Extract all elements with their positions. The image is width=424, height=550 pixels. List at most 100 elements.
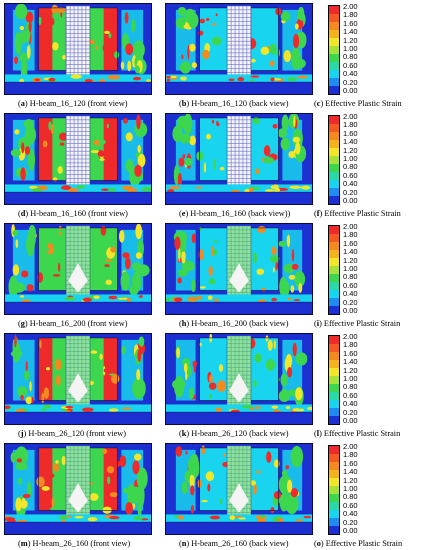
caption-tag: (i) xyxy=(314,319,324,328)
caption-text: Effective Plastic Strain xyxy=(324,209,401,218)
simulation-image-k xyxy=(165,333,313,425)
simulation-image-b xyxy=(165,3,313,95)
legend-tick-label: 0.00 xyxy=(343,416,358,425)
simulation-image-j xyxy=(4,333,152,425)
caption-text: Effective Plastic Strain xyxy=(325,539,403,548)
legend-tick-label: 1.80 xyxy=(343,120,358,130)
strain-legend-i: 2.00 1.80 1.60 1.40 1.20 1.00 0.80 0.60 0.40 0.20… xyxy=(328,222,368,317)
caption-text: Effective Plastic Strain xyxy=(323,319,401,328)
caption-tag: (d) xyxy=(18,209,31,218)
legend-tick-label: 0.00 xyxy=(343,196,358,205)
simulation-image-m xyxy=(4,443,152,535)
strain-legend-f: 2.00 1.80 1.60 1.40 1.20 1.00 0.80 0.60 0.40 0.20… xyxy=(328,112,368,207)
caption-tag: (a) xyxy=(18,99,30,108)
legend-tick-label: 1.00 xyxy=(343,374,358,383)
caption-tag: (g) xyxy=(18,319,30,328)
legend-tick-label: 1.00 xyxy=(343,264,358,273)
strain-legend-l: 2.00 1.80 1.60 1.40 1.20 1.00 0.80 0.60 0.40 0.20… xyxy=(328,332,368,427)
caption-text: H-beam_16_120 (back view) xyxy=(191,99,289,108)
legend-tick-label: 1.80 xyxy=(343,230,358,240)
caption-e: (e) H-beam_16_160 (back view)) xyxy=(179,209,290,219)
legend-tick-label: 0.00 xyxy=(343,526,358,535)
legend-tick-label: 0.00 xyxy=(343,306,358,315)
caption-l: (l) Effective Plastic Strain xyxy=(314,429,400,439)
legend-tick-label: 0.80 xyxy=(343,272,358,282)
legend-tick-label: 0.40 xyxy=(343,509,358,519)
color-scale-bar xyxy=(328,445,340,535)
legend-tick-label: 0.20 xyxy=(343,187,358,197)
legend-tick-label: 1.40 xyxy=(343,137,358,147)
caption-tag: (b) xyxy=(179,99,192,108)
legend-tick-label: 0.40 xyxy=(343,69,358,79)
legend-tick-label: 1.20 xyxy=(343,365,358,375)
caption-text: H-beam_26_160 (front view) xyxy=(32,539,131,548)
legend-tick-label: 0.60 xyxy=(343,60,358,70)
simulation-image-g xyxy=(4,223,152,315)
caption-o: (o) Effective Plastic Strain xyxy=(314,539,402,549)
legend-tick-label: 1.40 xyxy=(343,467,358,477)
legend-tick-label: 0.60 xyxy=(343,280,358,290)
legend-tick-label: 0.20 xyxy=(343,297,358,307)
caption-text: H-beam_16_120 (front view) xyxy=(29,99,128,108)
caption-text: H-beam_26_160 (back view) xyxy=(191,539,289,548)
caption-h: (h) H-beam_16_200 (back view) xyxy=(179,319,288,329)
legend-tick-label: 0.80 xyxy=(343,162,358,172)
legend-tick-label: 1.60 xyxy=(343,128,358,138)
simulation-image-d xyxy=(4,113,152,205)
strain-legend-o: 2.00 1.80 1.60 1.40 1.20 1.00 0.80 0.60 0.40 0.20… xyxy=(328,442,368,537)
caption-tag: (f) xyxy=(314,209,325,218)
color-scale-bar xyxy=(328,335,340,425)
legend-tick-label: 1.00 xyxy=(343,44,358,53)
simulation-image-e xyxy=(165,113,313,205)
legend-tick-label: 2.00 xyxy=(343,222,358,231)
legend-tick-label: 1.00 xyxy=(343,484,358,493)
caption-j: (j) H-beam_26_120 (front view) xyxy=(18,429,126,439)
caption-text: H-beam_16_160 (front view) xyxy=(30,209,128,218)
legend-tick-label: 2.00 xyxy=(343,112,358,121)
legend-tick-label: 1.60 xyxy=(343,458,358,468)
caption-d: (d) H-beam_16_160 (front view) xyxy=(18,209,128,219)
legend-tick-label: 1.40 xyxy=(343,27,358,37)
caption-text: H-beam_16_160 (back view)) xyxy=(190,209,291,218)
caption-text: H-beam_26_120 (front view) xyxy=(28,429,127,438)
legend-tick-label: 0.60 xyxy=(343,500,358,510)
legend-tick-label: 1.60 xyxy=(343,238,358,248)
legend-tick-label: 1.80 xyxy=(343,340,358,350)
legend-tick-label: 0.40 xyxy=(343,289,358,299)
caption-text: H-beam_26_120 (back view) xyxy=(191,429,289,438)
legend-tick-label: 0.20 xyxy=(343,517,358,527)
caption-text: H-beam_16_200 (front view) xyxy=(29,319,128,328)
legend-tick-label: 1.60 xyxy=(343,348,358,358)
legend-tick-label: 1.20 xyxy=(343,255,358,265)
caption-text: Effective Plastic Strain xyxy=(323,429,401,438)
legend-tick-label: 2.00 xyxy=(343,2,358,11)
caption-b: (b) H-beam_16_120 (back view) xyxy=(179,99,288,109)
caption-f: (f) Effective Plastic Strain xyxy=(314,209,401,219)
caption-tag: (o) xyxy=(314,539,326,548)
legend-tick-label: 1.20 xyxy=(343,145,358,155)
legend-tick-label: 1.60 xyxy=(343,18,358,28)
legend-tick-label: 1.80 xyxy=(343,10,358,20)
caption-i: (i) Effective Plastic Strain xyxy=(314,319,400,329)
legend-tick-label: 2.00 xyxy=(343,332,358,341)
color-scale-bar xyxy=(328,225,340,315)
legend-tick-label: 0.80 xyxy=(343,52,358,62)
caption-tag: (e) xyxy=(179,209,191,218)
caption-tag: (h) xyxy=(179,319,192,328)
legend-tick-label: 1.40 xyxy=(343,357,358,367)
legend-tick-label: 0.60 xyxy=(343,170,358,180)
legend-tick-label: 1.80 xyxy=(343,450,358,460)
color-scale-bar xyxy=(328,115,340,205)
legend-tick-label: 1.00 xyxy=(343,154,358,163)
caption-a: (a) H-beam_16_120 (front view) xyxy=(18,99,127,109)
legend-tick-label: 0.80 xyxy=(343,492,358,502)
simulation-image-n xyxy=(165,443,313,535)
strain-legend-c: 2.00 1.80 1.60 1.40 1.20 1.00 0.80 0.60 0.40 0.20… xyxy=(328,2,368,97)
legend-tick-label: 1.40 xyxy=(343,247,358,257)
legend-tick-label: 1.20 xyxy=(343,35,358,45)
caption-tag: (j) xyxy=(18,429,29,438)
color-scale-bar xyxy=(328,5,340,95)
legend-tick-label: 2.00 xyxy=(343,442,358,451)
caption-tag: (l) xyxy=(314,429,324,438)
caption-tag: (k) xyxy=(179,429,192,438)
